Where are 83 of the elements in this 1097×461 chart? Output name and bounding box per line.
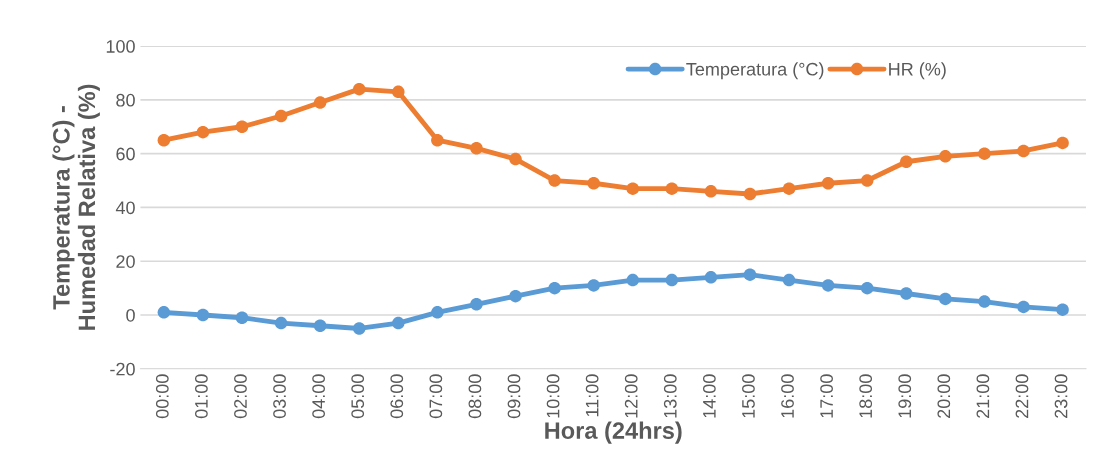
x-tick-label: 00:00: [155, 374, 169, 419]
point: [939, 150, 952, 163]
x-tick-label: 04:00: [312, 374, 326, 419]
y-tick-label: 100: [106, 40, 135, 53]
point: [157, 133, 171, 147]
x-tick-label: 13:00: [663, 374, 677, 418]
x-tick-label: 16:00: [781, 374, 794, 418]
x-tick-label: 14:00: [702, 374, 716, 418]
x-tick-label: 06:00: [390, 374, 404, 419]
point: [900, 287, 913, 300]
point: [196, 125, 210, 139]
point: [235, 311, 249, 324]
x-tick-label: 19:00: [898, 374, 912, 418]
x-tick-label: 20:00: [937, 374, 951, 418]
point: [313, 319, 327, 333]
point: [548, 281, 561, 295]
point: [782, 273, 796, 287]
y-tick-label: 20: [116, 255, 135, 268]
y-tick-label: 0: [126, 308, 135, 322]
point: [235, 120, 249, 134]
point: [1056, 136, 1069, 150]
point: [743, 187, 757, 201]
point: [900, 155, 913, 168]
point: [470, 142, 483, 155]
point: [821, 279, 835, 292]
point: [431, 306, 444, 319]
point: [313, 96, 327, 109]
x-tick-label: 11:00: [585, 374, 599, 417]
point: [978, 147, 991, 160]
x-tick-label: 17:00: [820, 374, 833, 418]
point: [509, 289, 522, 303]
point: [587, 177, 600, 190]
point: [626, 273, 640, 287]
point: [1017, 144, 1030, 158]
x-tick-label: 08:00: [468, 374, 482, 419]
x-axis-title: Hora (24hrs): [545, 421, 682, 444]
x-tick-label: 23:00: [1054, 374, 1068, 418]
point: [274, 316, 288, 330]
point: [665, 182, 679, 195]
x-tick-label: 18:00: [859, 374, 873, 418]
point: [626, 182, 640, 195]
y-tick-label: 40: [115, 201, 135, 215]
x-tick-label: 10:00: [546, 374, 560, 418]
point: [860, 174, 874, 187]
x-tick-label: 05:00: [351, 374, 365, 419]
point: [196, 308, 210, 322]
legend-label: HR (%): [889, 62, 946, 80]
point: [860, 281, 874, 295]
point: [665, 273, 679, 287]
legend-label: Temperatura (°C): [686, 62, 824, 80]
x-tick-label: 07:00: [429, 374, 443, 419]
point: [352, 82, 366, 96]
point: [470, 298, 483, 311]
point: [704, 185, 718, 198]
point: [587, 279, 600, 292]
point: [1017, 300, 1030, 314]
point: [821, 177, 835, 190]
point: [782, 182, 796, 195]
point: [1056, 303, 1069, 316]
point: [548, 174, 561, 187]
x-tick-label: 15:00: [742, 374, 755, 418]
y-axis-title: Temperatura (°C) - Humedad Relativa (%): [52, 84, 100, 330]
y-tick-label: 80: [116, 93, 135, 107]
point: [392, 85, 405, 99]
point: [352, 322, 366, 335]
point: [704, 271, 718, 284]
y-tick-label: 60: [116, 147, 135, 161]
point: [743, 268, 757, 281]
point: [509, 152, 522, 166]
x-tick-label: 02:00: [234, 374, 247, 419]
x-tick-label: 03:00: [273, 374, 286, 419]
x-tick-label: 21:00: [976, 374, 990, 418]
point: [939, 292, 952, 306]
y-tick-label: -20: [110, 362, 135, 376]
x-tick-label: 09:00: [507, 374, 521, 419]
point: [274, 109, 288, 123]
point: [157, 306, 171, 319]
x-tick-label: 22:00: [1015, 374, 1029, 418]
x-tick-label: 12:00: [624, 374, 638, 418]
x-tick-label: 01:00: [195, 374, 208, 419]
point: [978, 295, 991, 308]
point: [431, 133, 444, 147]
point: [392, 316, 405, 330]
